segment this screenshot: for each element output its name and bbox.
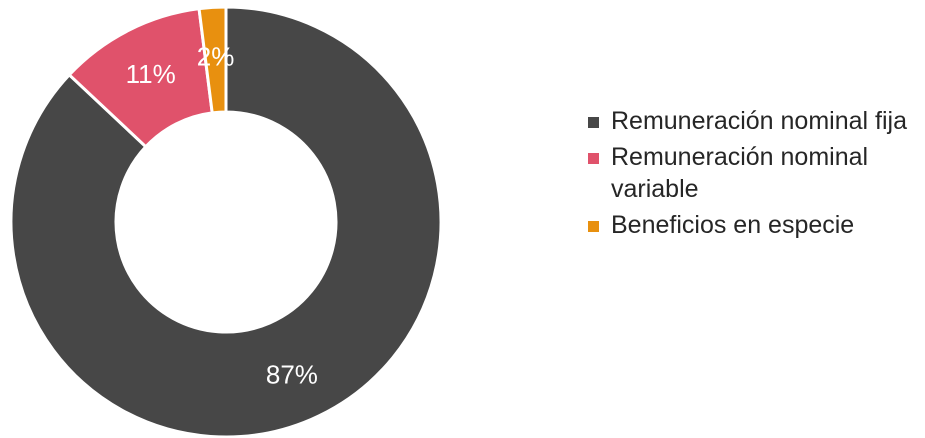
legend-swatch-beneficios bbox=[588, 221, 599, 232]
donut-slice-remuneracion-fija bbox=[9, 5, 443, 438]
legend-label-fija: Remuneración nominal fija bbox=[611, 107, 907, 135]
legend-swatch-variable bbox=[588, 153, 599, 164]
donut-data-labels: 87% 11% 2% bbox=[126, 41, 318, 389]
legend-swatch-fija bbox=[588, 117, 599, 128]
legend-item-remuneracion-variable: Remuneración nominal variable bbox=[588, 141, 923, 205]
data-label-beneficios-especie: 2% bbox=[197, 41, 235, 71]
data-label-remuneracion-fija: 87% bbox=[266, 359, 318, 389]
legend-item-beneficios-especie: Beneficios en especie bbox=[588, 209, 923, 241]
data-label-remuneracion-variable: 11% bbox=[126, 59, 176, 89]
donut-slice-beneficios-especie bbox=[197, 5, 228, 115]
legend-item-remuneracion-fija: Remuneración nominal fija bbox=[588, 105, 923, 137]
legend-label-beneficios: Beneficios en especie bbox=[611, 211, 855, 239]
legend-label-variable: Remuneración nominal variable bbox=[611, 143, 869, 203]
chart-legend: Remuneración nominal fija Remuneración n… bbox=[588, 105, 923, 245]
donut-slices bbox=[9, 5, 443, 438]
